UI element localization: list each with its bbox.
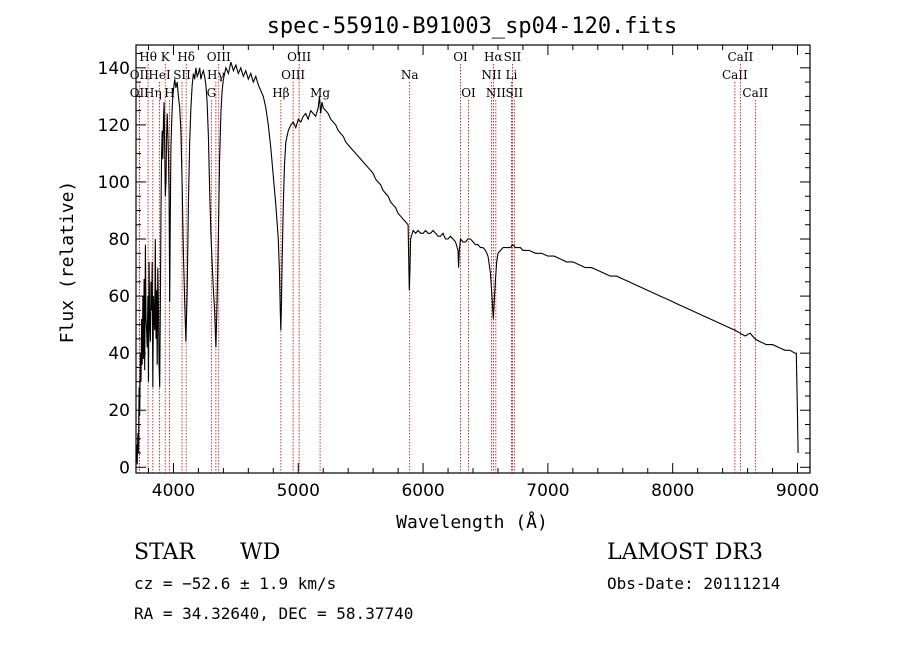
spectral-line-label: OII [130, 86, 150, 100]
x-tick-label: 5000 [277, 481, 320, 501]
plot-frame [135, 44, 811, 474]
x-tick-label: 9000 [776, 481, 819, 501]
y-tick-label: 20 [108, 401, 130, 421]
object-subclass: WD [240, 540, 280, 565]
spectral-line-label: Hγ [207, 68, 225, 82]
y-tick-label: 40 [108, 344, 130, 364]
coordinates: RA = 34.32640, DEC = 58.37740 [134, 604, 413, 623]
spectral-line-label: CaII [722, 68, 748, 82]
spectral-line-label: NII [481, 68, 501, 82]
y-tick-label: 120 [98, 116, 130, 136]
spectral-line-label: H [164, 86, 174, 100]
y-tick-label: 100 [98, 173, 130, 193]
spectral-line-label: NII [486, 86, 506, 100]
obs-date: Obs-Date: 20111214 [607, 574, 780, 593]
spectral-line-label: OI [461, 86, 476, 100]
spectral-line-label: Mg [310, 86, 330, 100]
spectral-line-label: OI [453, 50, 468, 64]
spectral-line-label: SII [173, 68, 191, 82]
spectral-line-label: Hη [144, 86, 162, 100]
spectral-line-label: HeI [148, 68, 171, 82]
y-tick-label: 60 [108, 287, 130, 307]
spectral-line-label: OIII [281, 68, 305, 82]
axis-ticks: 4000 5000 6000 7000 8000 9000 0 20 40 60 80 100 120 1… [98, 45, 819, 501]
y-axis-label: Flux (relative) [57, 181, 78, 344]
spectral-line-label: SII [504, 50, 522, 64]
spectral-line-label: Hα [484, 50, 503, 64]
spectral-line-label: K [161, 50, 171, 64]
x-tick-label: 6000 [401, 481, 444, 501]
x-tick-label: 7000 [526, 481, 569, 501]
spectral-line-label: CaII [742, 86, 768, 100]
y-tick-label: 80 [108, 230, 130, 250]
y-tick-label: 140 [98, 59, 130, 79]
chart-title: spec-55910-B91003_sp04-120.fits [267, 14, 678, 39]
spectral-line-label: Li [506, 68, 518, 82]
flux-series-line [135, 61, 799, 465]
object-type: STAR [134, 540, 196, 565]
spectral-line-label: OIII [207, 50, 231, 64]
x-axis-label: Wavelength (Å) [396, 511, 548, 533]
spectral-line-label: Hδ [177, 50, 195, 64]
redshift-cz: cz = −52.6 ± 1.9 km/s [134, 574, 336, 593]
y-tick-label: 0 [119, 458, 130, 478]
spectral-line-label: CaII [727, 50, 753, 64]
spectral-line-label: Na [401, 68, 419, 82]
x-tick-label: 8000 [651, 481, 694, 501]
x-tick-label: 4000 [152, 481, 195, 501]
spectral-line-label: G [207, 86, 217, 100]
spectral-line-label: Hβ [272, 86, 289, 100]
spectral-line-label: SII [505, 86, 523, 100]
spectral-line-label: OIII [287, 50, 311, 64]
spectral-line-label: OII [130, 68, 150, 82]
survey-name: LAMOST DR3 [607, 540, 763, 565]
spectral-line-label: Hθ [139, 50, 157, 64]
